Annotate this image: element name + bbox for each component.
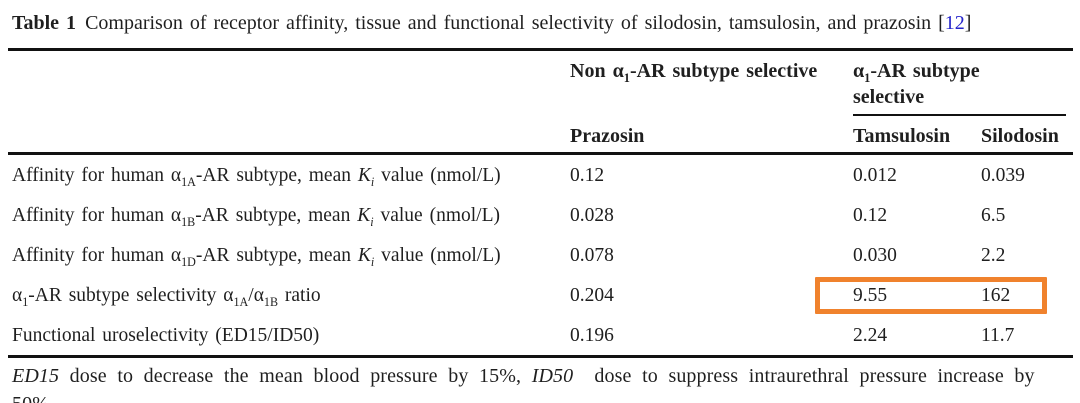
citation-bracket-open: [ bbox=[938, 12, 945, 34]
label-text: Functional uroselectivity (ED15/ID50) bbox=[12, 325, 320, 346]
alpha-subscript: 1 bbox=[22, 294, 29, 309]
ki-subscript: i bbox=[370, 174, 375, 189]
ki-variable: K bbox=[357, 205, 371, 226]
alpha-subscript: 1 bbox=[864, 71, 871, 85]
footnote-ed15: ED15 bbox=[12, 365, 60, 387]
table-row-selectivity-ratio: α1-AR subtype selectivity α1A/α1B ratio … bbox=[0, 276, 1080, 316]
row-label: Affinity for human α1D-AR subtype, mean … bbox=[12, 236, 501, 276]
alpha-symbol: α bbox=[612, 60, 624, 82]
label-text: -AR subtype, mean bbox=[195, 165, 358, 186]
alpha-symbol: α bbox=[223, 285, 234, 306]
citation-link[interactable]: 12 bbox=[944, 12, 965, 34]
alpha-subscript: 1B bbox=[181, 214, 196, 229]
cell-prazosin: 0.028 bbox=[570, 205, 614, 226]
cell-tamsulosin: 0.12 bbox=[853, 205, 888, 226]
label-text: value (nmol/L) bbox=[373, 205, 500, 226]
label-text: -AR subtype, mean bbox=[195, 245, 358, 266]
cell-tamsulosin: 0.030 bbox=[853, 245, 897, 266]
alpha-symbol: α bbox=[12, 285, 23, 306]
caption-text: Comparison of receptor affinity, tissue … bbox=[85, 12, 939, 34]
label-text: / bbox=[248, 285, 254, 306]
ki-variable: K bbox=[357, 165, 371, 186]
alpha-subscript: 1B bbox=[263, 294, 279, 309]
footnote-text: dose to decrease the mean blood pressure… bbox=[59, 365, 532, 387]
label-text: Affinity for human bbox=[12, 245, 171, 266]
alpha-symbol: α bbox=[170, 205, 182, 226]
group2-text-post: -AR subtype selective bbox=[853, 60, 980, 108]
alpha-subscript: 1D bbox=[181, 254, 196, 269]
divider-group-selective bbox=[853, 114, 1066, 116]
row-label: α1-AR subtype selectivity α1A/α1B ratio bbox=[12, 276, 321, 316]
cell-silodosin: 162 bbox=[981, 285, 1011, 306]
column-header-silodosin: Silodosin bbox=[981, 125, 1059, 147]
divider-bottom bbox=[8, 355, 1073, 358]
alpha-symbol: α bbox=[853, 60, 865, 82]
cell-silodosin: 11.7 bbox=[981, 325, 1015, 346]
row-label: Affinity for human α1A-AR subtype, mean … bbox=[12, 156, 501, 196]
cell-prazosin: 0.204 bbox=[570, 285, 614, 306]
citation-bracket-close: ] bbox=[964, 12, 972, 34]
cell-silodosin: 0.039 bbox=[981, 165, 1025, 186]
divider-top bbox=[8, 48, 1073, 51]
ki-subscript: i bbox=[370, 254, 375, 269]
label-text: value (nmol/L) bbox=[374, 245, 501, 266]
group1-text: Non bbox=[570, 60, 613, 82]
table-caption: Table 1 Comparison of receptor affinity, … bbox=[12, 10, 1070, 37]
label-text: Affinity for human bbox=[12, 205, 171, 226]
row-label: Functional uroselectivity (ED15/ID50) bbox=[12, 316, 319, 356]
alpha-subscript: 1 bbox=[623, 71, 630, 85]
label-text: ratio bbox=[278, 285, 321, 306]
label-text: -AR subtype, mean bbox=[195, 205, 358, 226]
cell-tamsulosin: 9.55 bbox=[853, 285, 888, 306]
table-footnote: ED15 dose to decrease the mean blood pre… bbox=[12, 362, 1074, 403]
ki-subscript: i bbox=[370, 214, 374, 229]
cell-prazosin: 0.196 bbox=[570, 325, 614, 346]
alpha-symbol: α bbox=[170, 165, 182, 186]
cell-tamsulosin: 0.012 bbox=[853, 165, 897, 186]
footnote-id50: ID50 bbox=[531, 365, 574, 387]
footnote-text: dose to suppress intraurethral pressure … bbox=[12, 365, 1035, 403]
cell-silodosin: 6.5 bbox=[981, 205, 1006, 226]
cell-silodosin: 2.2 bbox=[981, 245, 1006, 266]
alpha-symbol: α bbox=[253, 285, 264, 306]
group1-text-post: -AR subtype selective bbox=[629, 60, 818, 82]
cell-tamsulosin: 2.24 bbox=[853, 325, 888, 346]
table-row-affinity-1d: Affinity for human α1D-AR subtype, mean … bbox=[0, 236, 1080, 276]
column-group-non-selective: Non α1-AR subtype selective bbox=[570, 58, 860, 84]
alpha-subscript: 1A bbox=[233, 294, 249, 309]
table-row-uroselectivity: Functional uroselectivity (ED15/ID50) 0.… bbox=[0, 316, 1080, 356]
divider-header bbox=[8, 152, 1073, 155]
alpha-symbol: α bbox=[170, 245, 182, 266]
label-text: Affinity for human bbox=[12, 165, 171, 186]
label-text: -AR subtype selectivity bbox=[28, 285, 224, 306]
table-row-affinity-1b: Affinity for human α1B-AR subtype, mean … bbox=[0, 196, 1080, 236]
ki-variable: K bbox=[357, 245, 371, 266]
column-group-selective: α1-AR subtype selective bbox=[853, 58, 1023, 110]
table-row-affinity-1a: Affinity for human α1A-AR subtype, mean … bbox=[0, 156, 1080, 196]
label-text: value (nmol/L) bbox=[374, 165, 501, 186]
table-number-label: Table 1 bbox=[12, 12, 77, 34]
row-label: Affinity for human α1B-AR subtype, mean … bbox=[12, 196, 500, 236]
cell-prazosin: 0.12 bbox=[570, 165, 605, 186]
alpha-subscript: 1A bbox=[181, 174, 196, 189]
cell-prazosin: 0.078 bbox=[570, 245, 614, 266]
column-header-prazosin: Prazosin bbox=[570, 125, 645, 147]
column-header-tamsulosin: Tamsulosin bbox=[853, 125, 951, 147]
